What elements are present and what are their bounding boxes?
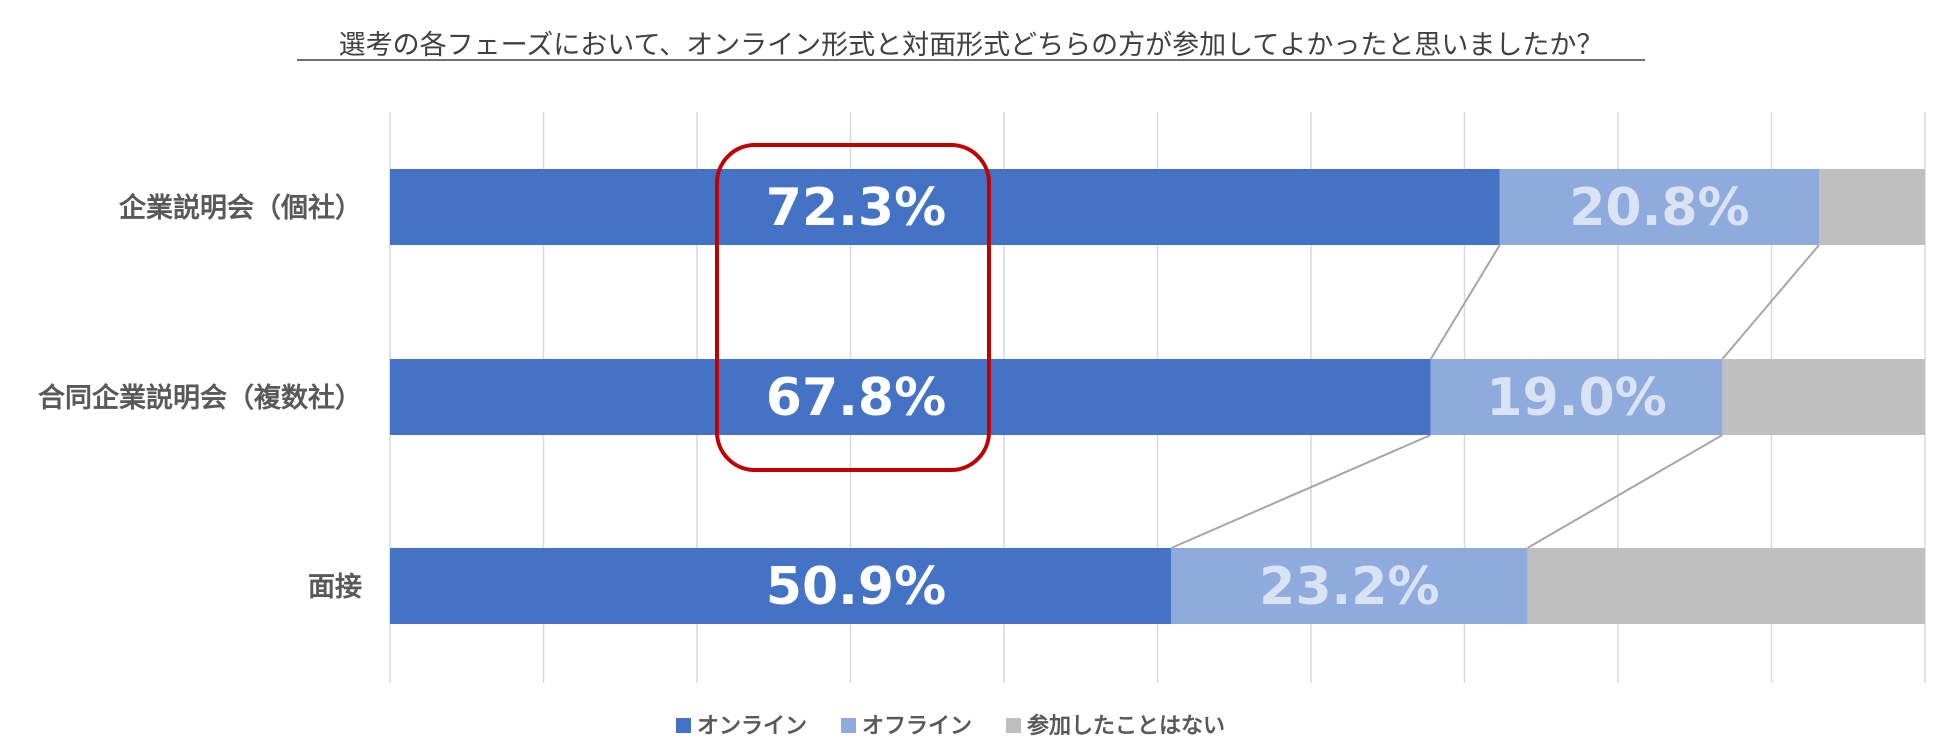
category-label: 面接: [308, 572, 362, 603]
highlight-box: [715, 143, 991, 472]
series-lines: [1170, 244, 1820, 549]
series-line: [1721, 244, 1820, 360]
legend-swatch: [841, 718, 857, 733]
bars: [390, 169, 1925, 624]
data-label: 23.2%: [1259, 557, 1439, 617]
data-label: 19.0%: [1486, 368, 1666, 428]
bar-segment: [1171, 548, 1528, 624]
data-label: 67.8%: [766, 368, 946, 428]
category-label: 合同企業説明会（複数社）: [38, 382, 362, 414]
series-line: [1429, 244, 1501, 360]
category-labels: 企業説明会（個社） 合同企業説明会（複数社） 面接: [38, 192, 362, 603]
series-line: [1526, 434, 1723, 549]
data-labels: 72.3% 67.8% 50.9% 20.8% 19.0% 23.2%: [766, 178, 1750, 617]
data-label: 72.3%: [766, 178, 946, 238]
bar-segment: [1527, 548, 1925, 624]
bar-segment: [1430, 359, 1723, 435]
legend-label: オンライン: [697, 714, 807, 739]
legend-label: オフライン: [862, 714, 972, 739]
data-label: 50.9%: [766, 557, 946, 617]
bar-segment: [390, 169, 1500, 245]
legend: オンライン オフライン 参加したことはない: [676, 713, 1225, 739]
legend-label: 参加したことはない: [1027, 713, 1225, 739]
bar-segment: [1819, 169, 1925, 245]
legend-swatch: [1006, 718, 1022, 733]
data-label: 20.8%: [1569, 178, 1749, 238]
bar-segment: [390, 359, 1431, 435]
series-line: [1170, 434, 1432, 549]
legend-swatch: [676, 718, 691, 733]
highlight-group: [715, 143, 991, 472]
chart-title: 選考の各フェーズにおいて、オンライン形式と対面形式どちらの方が参加してよかったと…: [339, 30, 1604, 61]
bar-segment: [1722, 359, 1925, 435]
category-label: 企業説明会（個社）: [119, 192, 362, 224]
bar-segment: [390, 548, 1172, 624]
bar-segment: [1499, 169, 1820, 245]
